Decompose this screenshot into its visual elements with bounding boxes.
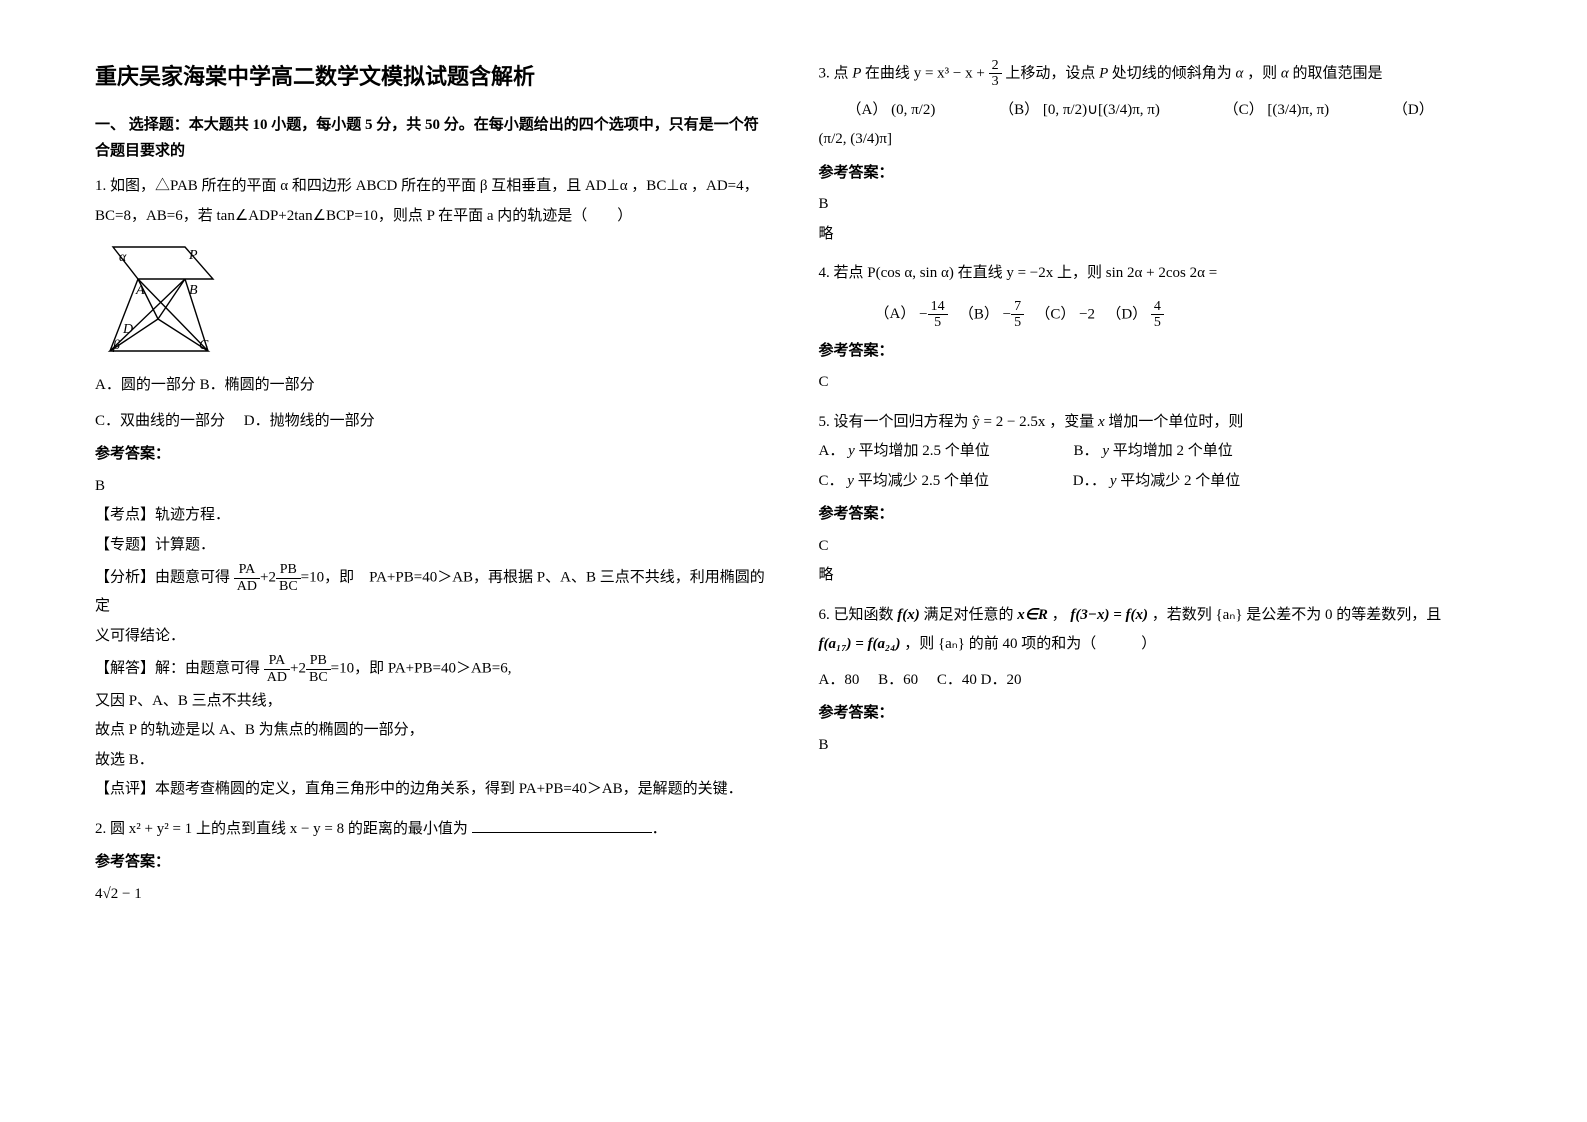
q2-d: ． xyxy=(652,821,667,837)
q2-line: x − y = 8 xyxy=(286,821,348,837)
svg-text:B: B xyxy=(189,283,198,298)
q1-jd1b: =10，即 PA+PB=40＞AB=6, xyxy=(331,661,512,677)
q5-answer: C xyxy=(819,534,1493,560)
page-title: 重庆吴家海棠中学高二数学文模拟试题含解析 xyxy=(95,58,769,95)
q4-options: （A） −145 （B） −75 （C） −2 （D） 45 xyxy=(819,299,1493,331)
q3-optA: (0, π/2) xyxy=(891,102,935,118)
q6-answer: B xyxy=(819,733,1493,759)
q1-figure: α P A B D C β xyxy=(103,239,248,359)
q4-answer: C xyxy=(819,370,1493,396)
q1-kp: 轨迹方程． xyxy=(155,507,230,523)
svg-text:P: P xyxy=(188,248,198,263)
question-1: 1. 如图，△PAB 所在的平面 α 和四边形 ABCD 所在的平面 β 互相垂… xyxy=(95,174,769,803)
q1-option-d: D．抛物线的一部分 xyxy=(244,413,375,429)
q2-expr: x² + y² = 1 xyxy=(125,821,196,837)
q4-stem: 4. 若点 P(cos α, sin α) 在直线 y = −2x 上，则 si… xyxy=(819,261,1493,287)
q3-stem: 3. 点 P 在曲线 y = x³ − x + 23 上移动，设点 P 处切线的… xyxy=(819,58,1493,90)
q1-jd4: 故选 B． xyxy=(95,748,769,774)
q1-fx1a: 由题意可得 xyxy=(155,570,230,586)
q1-kp-label: 【考点】 xyxy=(95,507,155,523)
q1-options-ab: A．圆的一部分 B．椭圆的一部分 xyxy=(95,373,769,399)
svg-text:C: C xyxy=(199,338,209,353)
q2-answer: 4√2 − 1 xyxy=(95,882,769,908)
q1-jd1a: 解：由题意可得 xyxy=(155,661,260,677)
question-5: 5. 设有一个回归方程为 ŷ = 2 − 2.5x ，变量 x 增加一个单位时，… xyxy=(819,410,1493,589)
q1-option-a: A．圆的一部分 xyxy=(95,377,196,393)
question-3: 3. 点 P 在曲线 y = x³ − x + 23 上移动，设点 P 处切线的… xyxy=(819,58,1493,247)
q6-options: A．80 B．60 C．40 D．20 xyxy=(819,668,1493,694)
q2-answer-label: 参考答案： xyxy=(95,850,769,876)
q1-fx2: 义可得结论． xyxy=(95,624,769,650)
q1-dp: 本题考查椭圆的定义，直角三角形中的边角关系，得到 PA+PB=40＞AB，是解题… xyxy=(155,781,743,797)
q3-optD-label: （D） xyxy=(1393,102,1434,118)
q6-optD: D．20 xyxy=(981,672,1022,688)
svg-text:β: β xyxy=(112,338,120,353)
question-4: 4. 若点 P(cos α, sin α) 在直线 y = −2x 上，则 si… xyxy=(819,261,1493,395)
q1-zt-label: 【专题】 xyxy=(95,537,155,553)
q5-row-ab: A． y 平均增加 2.5 个单位 B． y 平均增加 2 个单位 xyxy=(819,439,1493,465)
section-heading: 一、 选择题：本大题共 10 小题，每小题 5 分，共 50 分。在每小题给出的… xyxy=(95,113,769,164)
q6-stem-line2: f(a₁₇) = f(a₂₄) ，则 {aₙ} 的前 40 项的和为（ ） xyxy=(819,632,1493,658)
q3-optD: (π/2, (3/4)π] xyxy=(819,127,1493,153)
q1-dp-label: 【点评】 xyxy=(95,781,155,797)
blank-underline xyxy=(472,832,652,833)
right-column: 3. 点 P 在曲线 y = x³ − x + 23 上移动，设点 P 处切线的… xyxy=(794,58,1493,1082)
question-2: 2. 圆 x² + y² = 1 上的点到直线 x − y = 8 的距离的最小… xyxy=(95,817,769,908)
q1-stem-line2: BC=8，AB=6，若 tan∠ADP+2tan∠BCP=10，则点 P 在平面… xyxy=(95,204,769,230)
q4-optC-label: （C） xyxy=(1043,306,1076,322)
q5-stem: 5. 设有一个回归方程为 ŷ = 2 − 2.5x ，变量 x 增加一个单位时，… xyxy=(819,410,1493,436)
q1-option-b: B．椭圆的一部分 xyxy=(200,377,315,393)
q4-answer-label: 参考答案： xyxy=(819,339,1493,365)
q4-optD-label: （D） xyxy=(1114,306,1147,322)
left-column: 重庆吴家海棠中学高二数学文模拟试题含解析 一、 选择题：本大题共 10 小题，每… xyxy=(95,58,794,1082)
q5-answer-label: 参考答案： xyxy=(819,502,1493,528)
q6-stem-line1: 6. 已知函数 f(x) 满足对任意的 x∈R ， f(3−x) = f(x) … xyxy=(819,603,1493,629)
q5-extra: 略 xyxy=(819,563,1493,589)
q1-jiedao: 【解答】解：由题意可得 PAAD+2PBBC=10，即 PA+PB=40＞AB=… xyxy=(95,653,769,685)
q1-kaodian: 【考点】轨迹方程． xyxy=(95,503,769,529)
question-6: 6. 已知函数 f(x) 满足对任意的 x∈R ， f(3−x) = f(x) … xyxy=(819,603,1493,759)
q1-answer-label: 参考答案： xyxy=(95,442,769,468)
q4-optB-label: （B） xyxy=(966,306,999,322)
q1-jd2: 又因 P、A、B 三点不共线， xyxy=(95,689,769,715)
q3-answer: B xyxy=(819,192,1493,218)
q3-options: （A） (0, π/2) （B） [0, π/2)∪[(3/4)π, π) （C… xyxy=(819,98,1493,124)
q4-optA-label: （A） xyxy=(875,306,916,322)
q6-answer-label: 参考答案： xyxy=(819,701,1493,727)
q3-optB: [0, π/2)∪[(3/4)π, π) xyxy=(1043,102,1160,118)
q3-optB-label: （B） xyxy=(999,102,1039,118)
q1-jd3: 故点 P 的轨迹是以 A、B 为焦点的椭圆的一部分， xyxy=(95,718,769,744)
q4-optC: −2 xyxy=(1079,306,1095,322)
q2-c: 的距离的最小值为 xyxy=(348,821,468,837)
q3-extra: 略 xyxy=(819,222,1493,248)
q2-stem: 2. 圆 x² + y² = 1 上的点到直线 x − y = 8 的距离的最小… xyxy=(95,817,769,843)
q1-options-cd: C．双曲线的一部分 D．抛物线的一部分 xyxy=(95,409,769,435)
svg-text:A: A xyxy=(135,283,145,298)
q1-stem-line1: 1. 如图，△PAB 所在的平面 α 和四边形 ABCD 所在的平面 β 互相垂… xyxy=(95,174,769,200)
q6-optB: B．60 xyxy=(878,672,918,688)
q2-b: 上的点到直线 xyxy=(196,821,286,837)
q1-jd-label: 【解答】 xyxy=(95,661,155,677)
q3-optC: [(3/4)π, π) xyxy=(1267,102,1329,118)
q1-zt: 计算题． xyxy=(155,537,215,553)
q6-optC: C．40 xyxy=(937,672,977,688)
q1-fx-label: 【分析】 xyxy=(95,570,155,586)
ratio-pa-ad: PAAD xyxy=(234,562,260,594)
q1-option-c: C．双曲线的一部分 xyxy=(95,413,225,429)
q1-fenxi: 【分析】由题意可得 PAAD+2PBBC=10，即 PA+PB=40＞AB，再根… xyxy=(95,562,769,619)
q3-optC-label: （C） xyxy=(1224,102,1264,118)
svg-text:D: D xyxy=(122,322,133,337)
q1-answer: B xyxy=(95,474,769,500)
q3-answer-label: 参考答案： xyxy=(819,161,1493,187)
q6-optA: A．80 xyxy=(819,672,860,688)
svg-text:α: α xyxy=(119,250,127,265)
ratio-pb-bc: PBBC xyxy=(276,562,301,594)
q1-zhuanti: 【专题】计算题． xyxy=(95,533,769,559)
q3-optA-label: （A） xyxy=(847,102,888,118)
q5-row-cd: C． y 平均减少 2.5 个单位 D．． y 平均减少 2 个单位 xyxy=(819,469,1493,495)
q1-dianping: 【点评】本题考查椭圆的定义，直角三角形中的边角关系，得到 PA+PB=40＞AB… xyxy=(95,777,769,803)
q2-a: 2. 圆 xyxy=(95,821,125,837)
